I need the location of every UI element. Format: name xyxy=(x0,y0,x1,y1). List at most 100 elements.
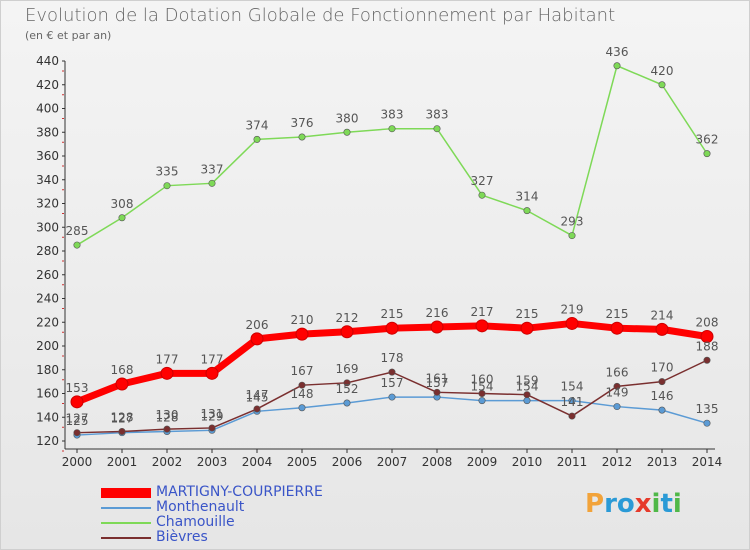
y-tick-label: 300 xyxy=(36,220,59,234)
series-point-0 xyxy=(160,366,174,380)
y-tick-label: 240 xyxy=(36,292,59,306)
series-point-2 xyxy=(163,182,171,190)
series-point-3 xyxy=(613,382,621,390)
series-point-3 xyxy=(568,412,576,420)
legend-swatch xyxy=(101,521,151,524)
data-label: 380 xyxy=(336,111,359,125)
x-tick-label: 2009 xyxy=(467,455,498,469)
series-point-3 xyxy=(433,388,441,396)
series-point-3 xyxy=(73,429,81,437)
series-point-0 xyxy=(475,319,489,333)
data-label: 145 xyxy=(246,390,269,404)
data-label: 206 xyxy=(246,318,269,332)
data-label: 219 xyxy=(561,302,584,316)
data-label: 154 xyxy=(516,380,539,394)
series-point-1 xyxy=(703,419,711,427)
series-point-1 xyxy=(658,406,666,414)
data-label: 436 xyxy=(606,45,629,59)
data-label: 177 xyxy=(156,352,179,366)
legend-label: Bièvres xyxy=(156,529,208,545)
data-label: 215 xyxy=(516,307,539,321)
data-label: 337 xyxy=(201,162,224,176)
proxiti-logo: Proxiti xyxy=(585,489,682,519)
data-label: 335 xyxy=(156,165,179,179)
series-point-2 xyxy=(118,214,126,222)
y-tick-label: 260 xyxy=(36,268,59,282)
series-point-0 xyxy=(520,321,534,335)
data-label: 154 xyxy=(561,380,584,394)
y-tick-label: 180 xyxy=(36,363,59,377)
series-point-2 xyxy=(343,128,351,136)
data-label: 210 xyxy=(291,313,314,327)
chart-title: Evolution de la Dotation Globale de Fonc… xyxy=(25,5,616,26)
data-label: 157 xyxy=(426,376,449,390)
data-label: 141 xyxy=(561,395,584,409)
x-tick-label: 2010 xyxy=(512,455,543,469)
legend-label: Monthenault xyxy=(156,499,245,515)
y-tick-label: 360 xyxy=(36,149,59,163)
series-point-3 xyxy=(208,424,216,432)
legend-item: MARTIGNY-COURPIERRE xyxy=(101,485,323,500)
series-point-3 xyxy=(523,391,531,399)
x-tick-label: 2008 xyxy=(422,455,453,469)
logo-letter: t xyxy=(660,489,673,519)
series-point-2 xyxy=(433,125,441,133)
legend-item: Chamouille xyxy=(101,515,323,530)
data-label: 128 xyxy=(156,411,179,425)
data-label: 214 xyxy=(651,308,674,322)
series-point-1 xyxy=(343,399,351,407)
data-label: 168 xyxy=(111,363,134,377)
data-label: 177 xyxy=(201,352,224,366)
data-label: 127 xyxy=(66,412,89,426)
series-point-0 xyxy=(610,321,624,335)
legend-swatch xyxy=(101,506,151,509)
data-label: 128 xyxy=(111,411,134,425)
series-point-3 xyxy=(343,379,351,387)
series-point-0 xyxy=(205,366,219,380)
data-label: 327 xyxy=(471,174,494,188)
series-point-1 xyxy=(298,404,306,412)
series-point-3 xyxy=(658,378,666,386)
legend-item: Monthenault xyxy=(101,500,323,515)
series-point-0 xyxy=(700,330,714,343)
data-label: 135 xyxy=(696,402,719,416)
series-point-3 xyxy=(388,368,396,376)
data-label: 188 xyxy=(696,339,719,353)
x-tick-label: 2003 xyxy=(197,455,228,469)
data-label: 212 xyxy=(336,311,359,325)
series-point-2 xyxy=(73,241,81,249)
data-label: 149 xyxy=(606,386,629,400)
x-tick-label: 2006 xyxy=(332,455,363,469)
data-label: 159 xyxy=(516,374,539,388)
y-tick-label: 160 xyxy=(36,387,59,401)
data-label: 130 xyxy=(156,408,179,422)
series-point-2 xyxy=(253,135,261,143)
series-point-0 xyxy=(385,321,399,335)
series-point-2 xyxy=(523,207,531,215)
series-point-0 xyxy=(250,332,264,346)
series-point-3 xyxy=(253,405,261,413)
series-point-3 xyxy=(478,389,486,397)
logo-letter: P xyxy=(585,489,605,519)
data-label: 420 xyxy=(651,64,674,78)
data-label: 152 xyxy=(336,382,359,396)
y-tick-label: 440 xyxy=(36,54,59,68)
x-tick-label: 2000 xyxy=(62,455,93,469)
data-label: 148 xyxy=(291,387,314,401)
data-label: 125 xyxy=(66,414,89,428)
legend-item: Bièvres xyxy=(101,530,323,545)
x-tick-label: 2005 xyxy=(287,455,318,469)
data-label: 157 xyxy=(381,376,404,390)
series-point-2 xyxy=(613,62,621,70)
series-point-1 xyxy=(523,397,531,405)
series-point-1 xyxy=(478,397,486,405)
data-label: 129 xyxy=(201,409,224,423)
data-label: 161 xyxy=(426,371,449,385)
data-label: 293 xyxy=(561,215,584,229)
series-point-2 xyxy=(478,191,486,199)
series-point-0 xyxy=(340,325,354,339)
x-tick-label: 2007 xyxy=(377,455,408,469)
logo-letter: i xyxy=(672,489,682,519)
series-point-2 xyxy=(658,81,666,89)
